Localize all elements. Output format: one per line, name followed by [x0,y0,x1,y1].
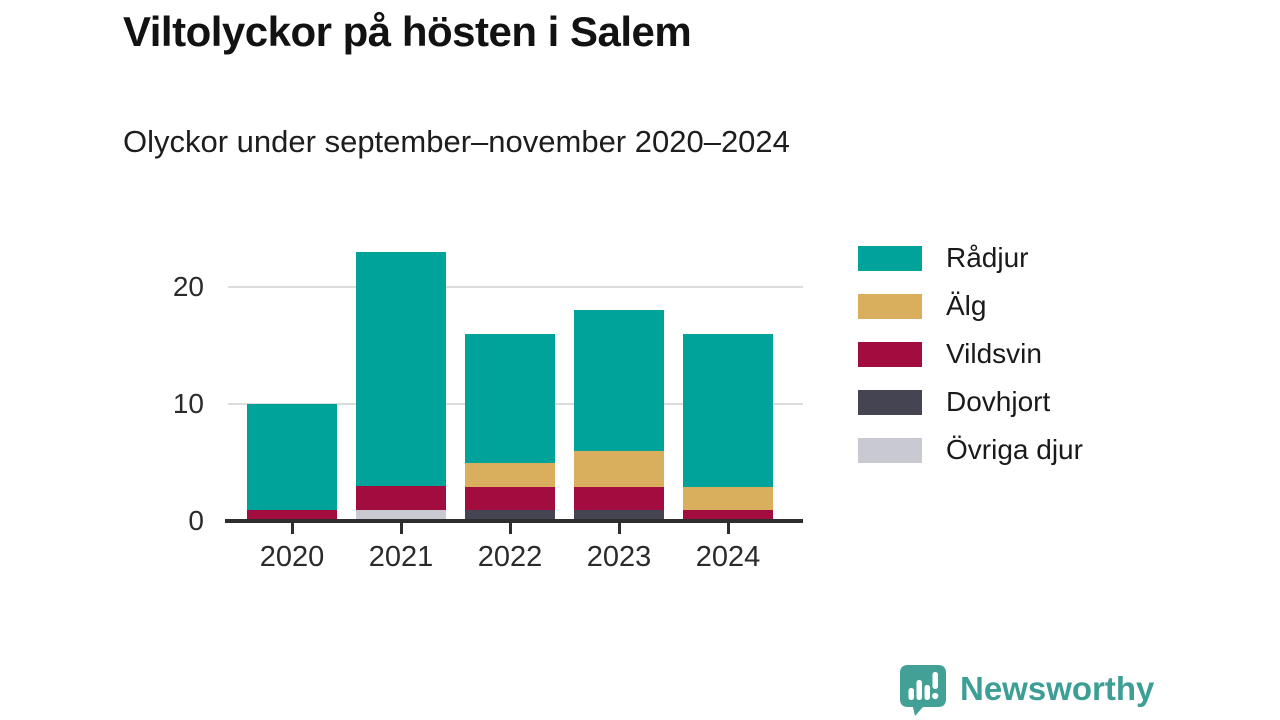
logo-bar-tall [916,680,922,700]
x-axis-tick-label: 2022 [477,541,543,573]
bar-segment-vildsvin-2020 [247,509,337,521]
legend-label: Dovhjort [946,386,1051,417]
x-axis-tick-2022 [509,523,512,534]
bar-segment-övriga-djur-2021 [356,509,446,521]
legend: Rådjur Älg Vildsvin Dovhjort Övriga djur [858,234,1083,474]
legend-swatch [858,293,922,319]
bar-segment-älg-2022 [465,463,555,487]
legend-swatch [858,341,922,367]
brand-name: Newsworthy [960,670,1155,707]
bar-segment-rådjur-2022 [465,334,555,463]
newsworthy-logo-icon [900,665,946,716]
bar-segment-dovhjort-2022 [465,509,555,521]
legend-item-rådjur: Rådjur [858,234,1083,282]
y-axis-tick-label: 0 [188,505,204,536]
legend-item-älg: Älg [858,282,1083,330]
x-axis-tick-2024 [727,523,730,534]
logo-bar-medium [924,685,930,700]
x-axis-tick-label: 2023 [586,541,652,573]
legend-label: Älg [946,290,987,321]
legend-swatch [858,245,922,271]
gridline-y-20 [228,286,803,288]
chart-subtitle: Olyckor under september–november 2020–20… [123,124,790,159]
legend-item-vildsvin: Vildsvin [858,330,1083,378]
x-axis-line [225,519,803,523]
x-axis-tick-label: 2020 [259,541,325,573]
chart-title: Viltolyckor på hösten i Salem [123,8,692,55]
bar-segment-rådjur-2024 [683,334,773,487]
legend-item-dovhjort: Dovhjort [858,378,1083,426]
bar-segment-älg-2023 [574,451,664,487]
bar-segment-vildsvin-2022 [465,486,555,510]
x-axis-tick-2023 [618,523,621,534]
legend-label: Rådjur [946,242,1029,273]
brand-footer: Newsworthy [897,662,1154,716]
y-axis-tick-label: 20 [172,271,204,302]
x-axis-tick-2021 [400,523,403,534]
logo-bar-small [908,688,914,700]
bar-segment-vildsvin-2021 [356,486,446,510]
bar-segment-rådjur-2020 [247,404,337,510]
legend-item-övriga-djur: Övriga djur [858,426,1083,474]
bar-segment-rådjur-2021 [356,252,446,486]
x-axis-tick-2020 [291,523,294,534]
bar-segment-älg-2024 [683,486,773,510]
y-axis-tick-label: 10 [172,388,204,419]
legend-label: Övriga djur [946,434,1083,465]
logo-exclamation-bar [932,672,938,689]
bar-segment-vildsvin-2023 [574,486,664,510]
x-axis-tick-label: 2021 [368,541,434,573]
bar-segment-dovhjort-2023 [574,509,664,521]
legend-swatch [858,437,922,463]
x-axis-tick-label: 2024 [695,541,761,573]
legend-swatch [858,389,922,415]
bar-segment-rådjur-2023 [574,310,664,451]
legend-label: Vildsvin [946,338,1042,369]
bar-segment-vildsvin-2024 [683,509,773,521]
logo-exclamation-dot [932,692,939,700]
